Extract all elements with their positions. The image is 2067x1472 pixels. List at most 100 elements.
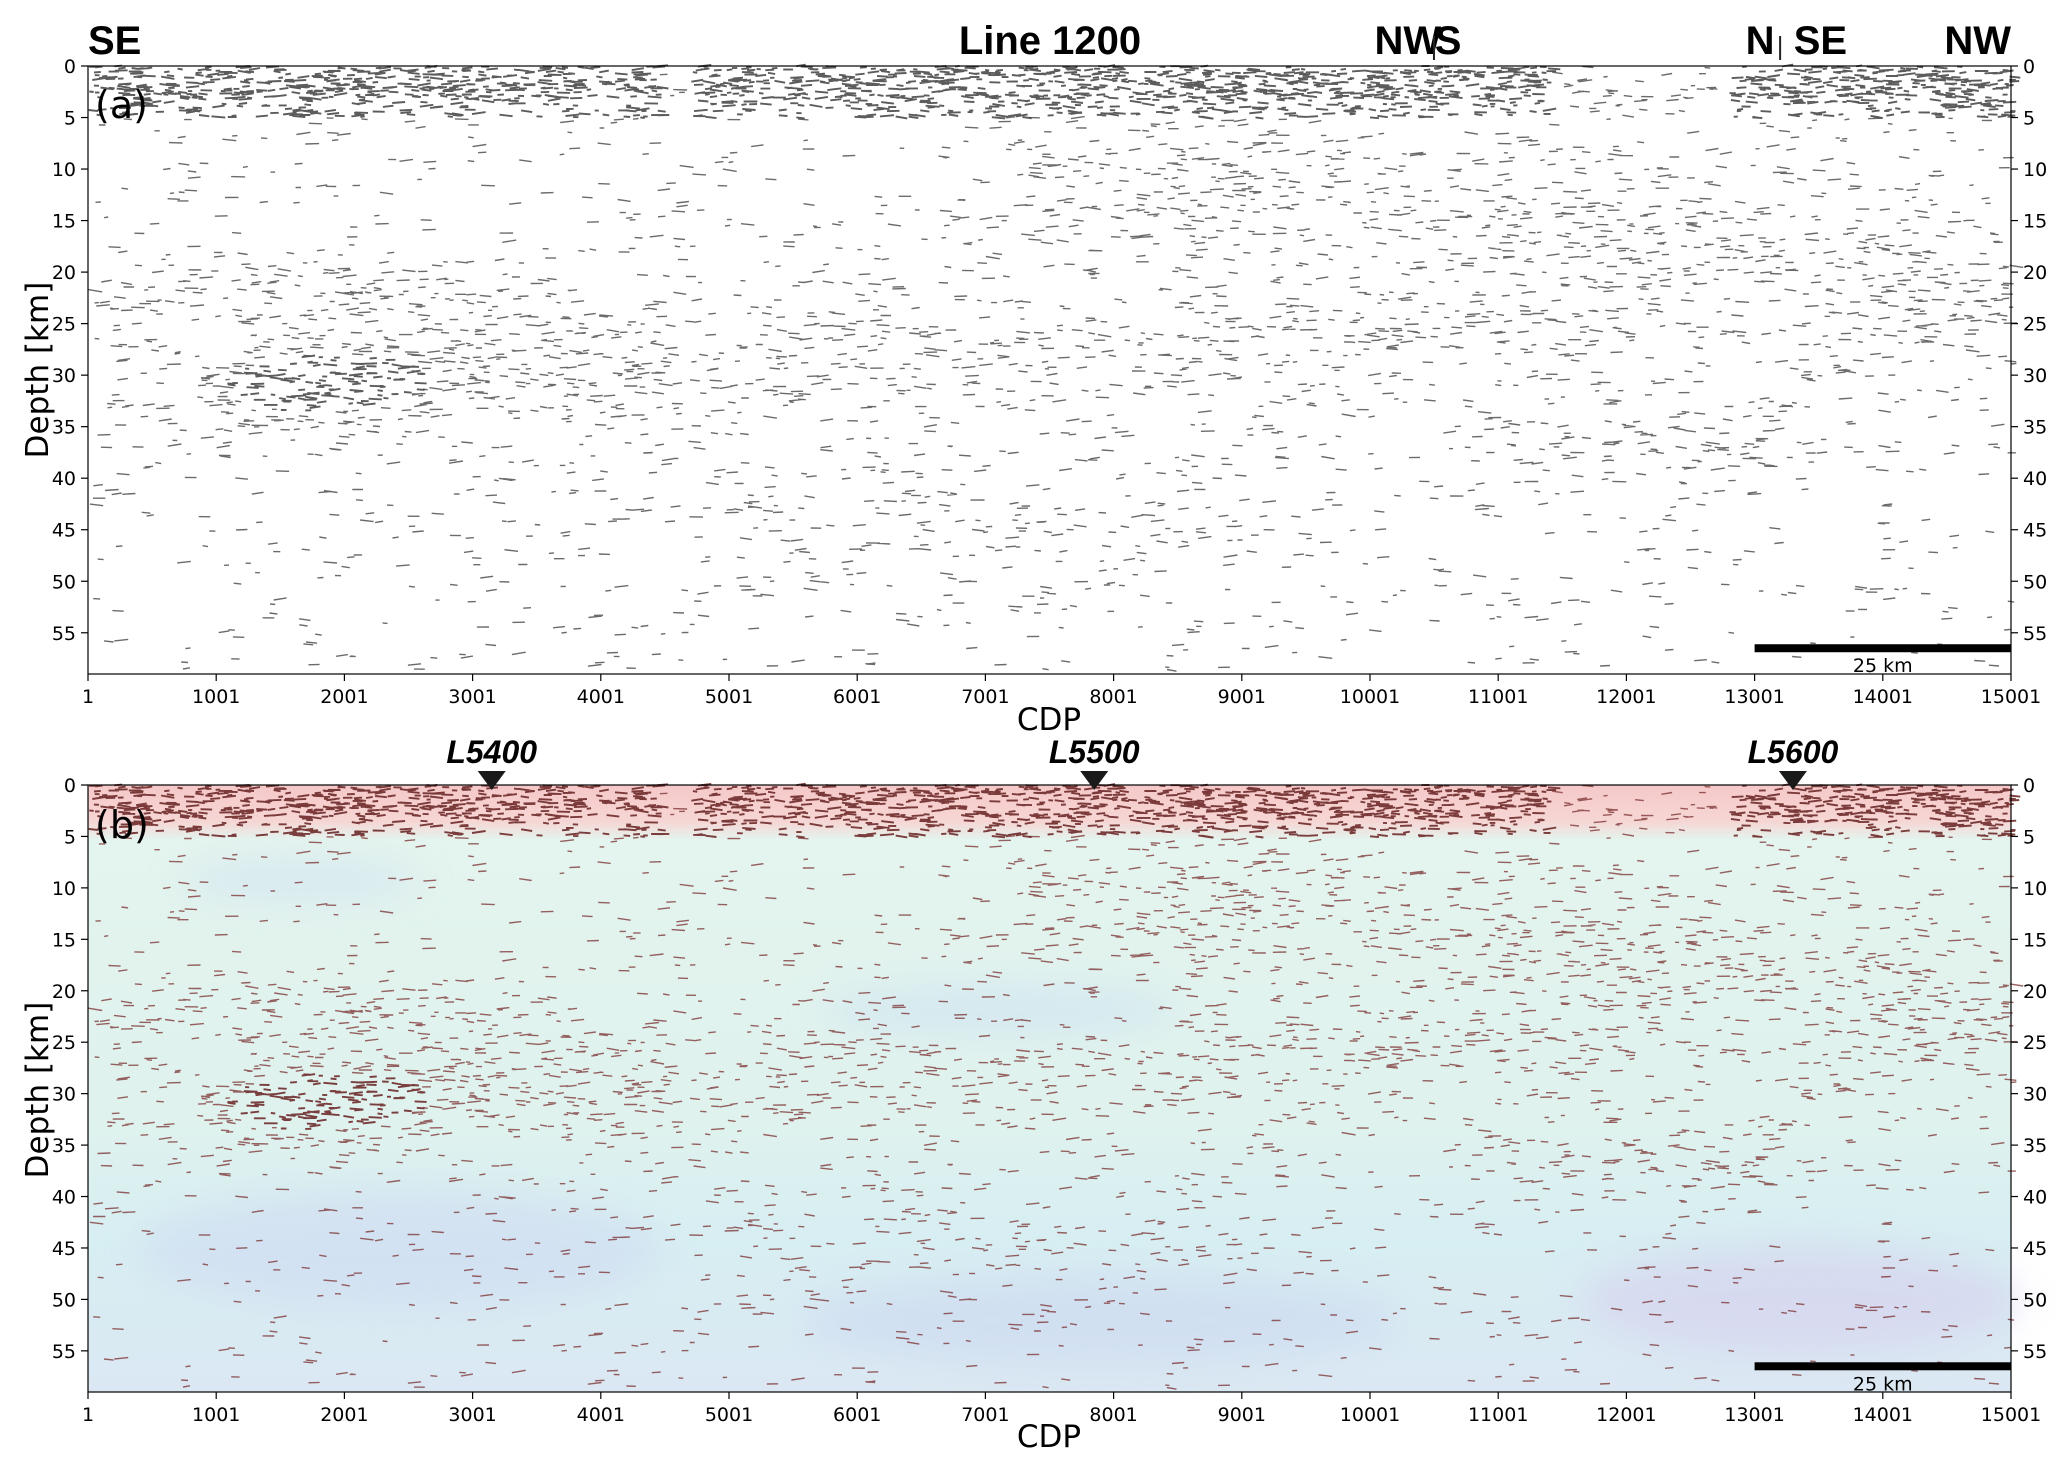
y-tick-label-right: 10	[2023, 159, 2047, 181]
reflections-weak	[88, 784, 2024, 1390]
seismic-section-b	[88, 782, 2024, 1390]
intersection-label: L5600	[1748, 734, 1839, 770]
scale-bar-b: 25 km	[1754, 1362, 2011, 1395]
intersection-markers: L5400 L5500 L5600	[446, 734, 1839, 790]
x-tick-label: 9001	[1218, 686, 1266, 708]
x-tick-label: 6001	[833, 1404, 881, 1426]
y-tick-label-right: 25	[2023, 314, 2047, 336]
y-tick-label: 40	[52, 1187, 76, 1209]
x-tick-label: 3001	[448, 686, 496, 708]
x-axis-label-a: CDP	[1017, 702, 1081, 738]
y-tick-label-right: 15	[2023, 211, 2047, 233]
y-tick-label-right: 40	[2023, 468, 2047, 490]
y-tick-label-right: 25	[2023, 1032, 2047, 1054]
x-tick-label: 10001	[1340, 1404, 1400, 1426]
y-tick-label-right: 30	[2023, 1084, 2047, 1106]
x-tick-label: 4001	[577, 1404, 625, 1426]
y-tick-label: 20	[52, 981, 76, 1003]
chart-title: Line 1200	[959, 19, 1141, 63]
y-tick-label-right: 50	[2023, 1289, 2047, 1311]
panel-label-b: (b)	[95, 803, 149, 847]
y-axis-label-a: Depth [km]	[20, 282, 56, 459]
intersection-marker-icon	[477, 771, 506, 790]
y-tick-label: 25	[52, 1032, 76, 1054]
y-tick-label-right: 35	[2023, 1135, 2047, 1157]
x-ticks-b: 1 1001 2001 3001 4001 5001 6001 7001 8001 9001 100…	[82, 1392, 2041, 1426]
y-tick-label: 0	[64, 56, 76, 78]
y-tick-label: 30	[52, 365, 76, 387]
x-tick-label: 2001	[320, 686, 368, 708]
x-tick-label: 5001	[705, 686, 753, 708]
y-tick-label: 55	[52, 1341, 76, 1363]
plot-frame-a	[87, 65, 2012, 675]
y-tick-label-right: 0	[2023, 56, 2035, 78]
intersection-label: L5400	[446, 734, 537, 770]
y-tick-label-right: 55	[2023, 1341, 2047, 1363]
direction-labels: SE NWS N SE NW	[88, 19, 2011, 63]
y-tick-label: 35	[52, 1135, 76, 1157]
y-tick-label: 55	[52, 623, 76, 645]
y-tick-label-right: 45	[2023, 520, 2047, 542]
scale-bar-a: 25 km	[1754, 644, 2011, 677]
x-tick-label: 6001	[833, 686, 881, 708]
x-tick-label: 14001	[1853, 1404, 1913, 1426]
y-tick-label: 10	[52, 878, 76, 900]
x-tick-label: 8001	[1089, 1404, 1137, 1426]
x-tick-label: 13001	[1724, 1404, 1784, 1426]
y-tick-label-right: 5	[2023, 826, 2035, 848]
direction-label: NW	[1375, 19, 1442, 63]
y-tick-label-right: 20	[2023, 262, 2047, 284]
y-tick-label: 5	[64, 108, 76, 130]
velocity-background-b	[140, 860, 2020, 1365]
y-tick-label: 5	[64, 826, 76, 848]
x-tick-label: 8001	[1089, 686, 1137, 708]
plot-frame-b	[87, 784, 2012, 1393]
y-tick-label-right: 5	[2023, 108, 2035, 130]
y-tick-label: 35	[52, 417, 76, 439]
reflections-strong	[88, 782, 2021, 1130]
seismic-section-a	[88, 63, 2024, 672]
y-tick-label: 30	[52, 1084, 76, 1106]
x-tick-label: 4001	[577, 686, 625, 708]
x-tick-label: 1	[82, 1404, 94, 1426]
y-tick-label-right: 55	[2023, 623, 2047, 645]
y-tick-label: 50	[52, 1289, 76, 1311]
intersection-marker-icon	[1778, 771, 1807, 790]
y-tick-label: 50	[52, 571, 76, 593]
reflections-strong	[88, 63, 2021, 412]
x-tick-label: 7001	[961, 1404, 1009, 1426]
x-ticks-a: 1 1001 2001 3001 4001 5001 6001 7001 8001 9001 100…	[82, 674, 2041, 708]
y-tick-label-right: 45	[2023, 1238, 2047, 1260]
x-tick-label: 5001	[705, 1404, 753, 1426]
y-tick-label-right: 30	[2023, 365, 2047, 387]
y-tick-label-right: 20	[2023, 981, 2047, 1003]
scale-bar-label: 25 km	[1853, 1373, 1913, 1395]
y-tick-label-right: 0	[2023, 775, 2035, 797]
y-tick-label: 15	[52, 211, 76, 233]
direction-label: SE	[88, 19, 141, 63]
y-tick-label: 45	[52, 1238, 76, 1260]
y-tick-label: 40	[52, 468, 76, 490]
x-tick-label: 9001	[1218, 1404, 1266, 1426]
scale-bar	[1754, 1362, 2011, 1371]
panel-label-a: (a)	[95, 83, 148, 127]
direction-label: N	[1746, 19, 1775, 63]
direction-label: NW	[1944, 19, 2011, 63]
y-tick-label-right: 40	[2023, 1187, 2047, 1209]
x-axis-label-b: CDP	[1017, 1419, 1081, 1455]
y-tick-label: 15	[52, 929, 76, 951]
x-tick-label: 1	[82, 686, 94, 708]
reflections-weak	[88, 65, 2024, 672]
x-tick-label: 11001	[1468, 1404, 1528, 1426]
y-axis-label-b: Depth [km]	[20, 1002, 56, 1179]
direction-label: S	[1435, 19, 1462, 63]
y-tick-label-right: 50	[2023, 571, 2047, 593]
intersection-label: L5500	[1049, 734, 1140, 770]
x-tick-label: 13001	[1724, 686, 1784, 708]
x-tick-label: 12001	[1596, 1404, 1656, 1426]
